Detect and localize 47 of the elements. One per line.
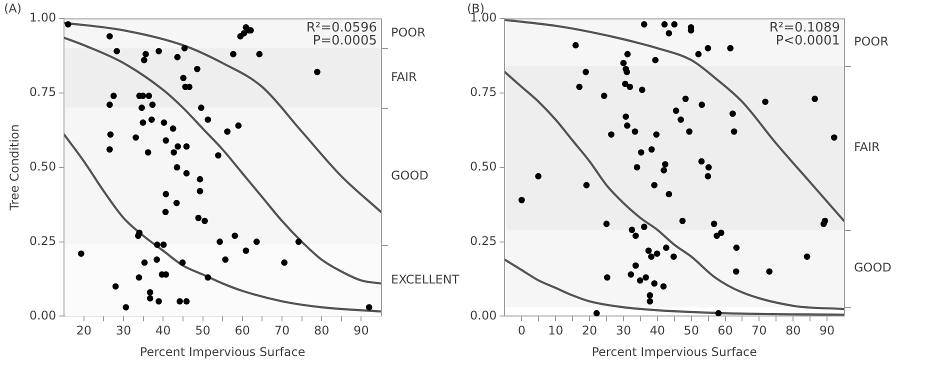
x-tick-label: 60 [234, 324, 250, 338]
annotation: R²=0.0596 [306, 20, 377, 36]
y-tick-label: 0.50 [470, 159, 497, 174]
band-label: POOR [391, 25, 426, 40]
annotation: R²=0.1089 [769, 20, 840, 36]
band-label: GOOD [391, 168, 428, 182]
y-tick-label: 0.75 [29, 84, 56, 99]
annotation: P<0.0001 [776, 33, 840, 48]
x-tick-label: 90 [354, 324, 369, 338]
x-tick-label: 80 [314, 324, 330, 338]
y-tick-label: 0.25 [29, 234, 56, 248]
band-label: GOOD [854, 260, 892, 275]
y-tick-label: 0.75 [470, 84, 497, 99]
band-label: POOR [854, 34, 888, 48]
y-tick-label: 0.00 [470, 308, 497, 322]
x-tick-label: 20 [76, 324, 92, 338]
line-series [504, 70, 844, 310]
x-tick-label: 30 [616, 324, 632, 338]
line-series [504, 18, 844, 222]
x-tick-label: 40 [650, 324, 666, 338]
x-tick-label: 10 [548, 324, 564, 338]
band-label: FAIR [854, 140, 880, 154]
y-tick-label: 1.00 [29, 10, 56, 25]
y-tick-label: 0.25 [470, 234, 497, 248]
x-tick-label: 70 [274, 324, 290, 338]
line-series [64, 133, 381, 313]
x-axis-title: Percent Impervious Surface [140, 344, 306, 359]
x-tick-label: 60 [718, 324, 733, 338]
x-tick-label: 50 [684, 324, 699, 338]
line-series [64, 22, 381, 214]
chart-title: (A) [4, 1, 22, 16]
y-tick-label: 0.00 [29, 308, 56, 322]
band-label: FAIR [391, 70, 417, 84]
x-tick-label: 40 [156, 324, 171, 338]
x-tick-label: 30 [116, 324, 132, 338]
y-tick-label: 0.50 [29, 159, 56, 174]
x-tick-label: 50 [195, 324, 210, 338]
x-tick-label: 70 [752, 324, 767, 338]
annotation: P=0.0005 [312, 33, 377, 48]
line-series [64, 36, 381, 285]
y-axis-title: Tree Condition [7, 124, 22, 212]
x-axis-title: Percent Impervious Surface [592, 344, 758, 359]
x-tick-label: 0 [518, 324, 526, 338]
band-label: EXCELLENT [391, 272, 460, 287]
x-tick-label: 80 [785, 324, 801, 338]
x-tick-label: 20 [582, 324, 598, 338]
x-tick-label: 90 [819, 324, 835, 338]
